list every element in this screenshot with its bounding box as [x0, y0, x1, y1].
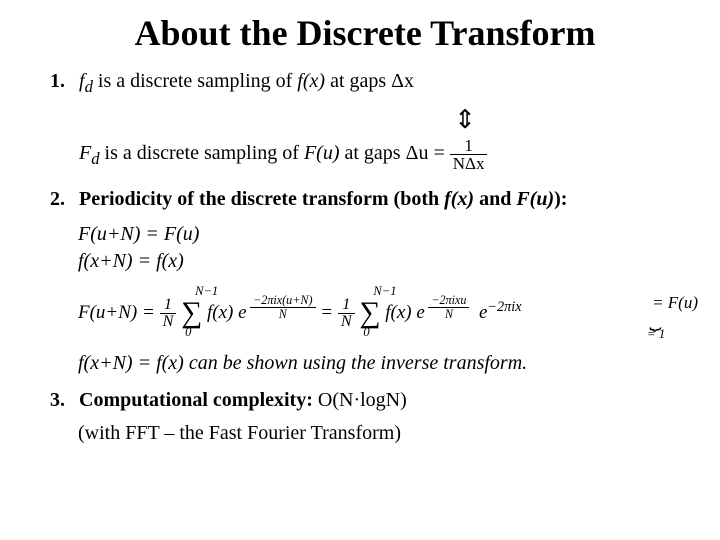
Fd-symbol: Fd [79, 142, 100, 164]
periodicity-eq-2: f(x+N) = f(x) [78, 248, 680, 275]
item-1-number: 1. [50, 68, 74, 95]
e-1: e [238, 302, 246, 323]
item1-text-b: at gaps Δx [330, 70, 414, 92]
item-1: 1. fd is a discrete sampling of f(x) at … [50, 68, 680, 99]
fd-symbol: fd [79, 70, 93, 92]
fx-2: f(x) [385, 302, 416, 323]
item1b-text-b: at gaps Δu = [345, 142, 450, 164]
frac-2: 1 N [338, 297, 355, 330]
slide-title: About the Discrete Transform [50, 12, 680, 54]
item1b-text-a: is a discrete sampling of [105, 142, 304, 164]
fft-note: (with FFT – the Fast Fourier Transform) [78, 422, 680, 445]
item-2: 2. Periodicity of the discrete transform… [50, 186, 680, 213]
underbrace-eq1: ⏟ = 1 [626, 315, 686, 343]
fx-symbol: f(x) [297, 70, 325, 92]
derivation-formula: F(u+N) = 1 N ∑ 0 N−1 f(x) e −2πix(u+N)N … [78, 293, 680, 334]
item-3-number: 3. [50, 387, 74, 414]
sum-1: ∑ 0 N−1 [181, 293, 202, 334]
frac-1: 1 N [160, 297, 177, 330]
exp-2: −2πixuN [425, 298, 470, 314]
heading-and: and [474, 188, 516, 210]
formula-lhs: F(u+N) = [78, 302, 160, 323]
periodicity-eq-1: F(u+N) = F(u) [78, 221, 680, 248]
item-2-number: 2. [50, 186, 74, 213]
complexity-heading: Computational complexity: [79, 389, 313, 411]
exp-3: −2πix [487, 298, 521, 314]
eq-mid: = [320, 302, 338, 323]
fx-1: f(x) [207, 302, 238, 323]
exp-1: −2πix(u+N)N [247, 298, 316, 314]
delta-u-fraction: 1 NΔx [450, 137, 488, 172]
periodicity-heading-b: ): [554, 188, 567, 210]
heading-fx: f(x) [444, 188, 474, 210]
e-2: e [416, 302, 424, 323]
Fu-symbol: F(u) [304, 142, 340, 164]
item-1b: Fd is a discrete sampling of F(u) at gap… [50, 137, 680, 172]
sum-2: ∑ 0 N−1 [359, 293, 380, 334]
up-down-arrow-icon: ⇕ [250, 105, 680, 135]
item1-text-a: is a discrete sampling of [98, 70, 297, 92]
periodicity-heading-a: Periodicity of the discrete transform (b… [79, 188, 444, 210]
heading-Fu: F(u) [516, 188, 554, 210]
inverse-transform-note: f(x+N) = f(x) can be shown using the inv… [78, 352, 680, 375]
big-o: O(N·logN) [318, 389, 407, 411]
item-3: 3. Computational complexity: O(N·logN) [50, 387, 680, 414]
